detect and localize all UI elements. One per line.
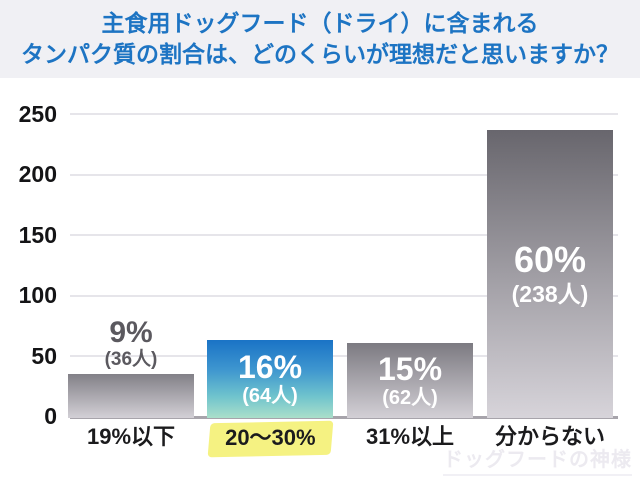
bar-percent-label: 9% [109,316,153,349]
bar-count-label: (62人) [382,386,438,409]
chart-title-line1: 主食用ドッグフード（ドライ）に含まれる [101,10,539,36]
gridline-100 [70,295,618,297]
bar-count-label: (64人) [242,385,298,407]
x-label-text: 20〜30% [224,424,316,450]
chart-title: 主食用ドッグフード（ドライ）に含まれる タンパク質の割合は、どのくらいが理想だと… [0,0,640,78]
chart-title-line2: タンパク質の割合は、どのくらいが理想だと思いますか？ [21,41,619,67]
y-tick-label: 100 [18,282,57,308]
bar-31pct-or-more: 15% (62人) [347,343,473,418]
site-watermark: ドッグフードの神様 [443,443,632,476]
y-tick-label: 250 [18,101,57,127]
y-tick-label: 150 [18,222,57,248]
bar-20-30pct: 16% (64人) [207,340,333,418]
gridline-200 [70,174,618,176]
yellow-highlight: 20〜30% [207,420,333,458]
bar-19pct-or-less [68,374,194,418]
gridline-250 [70,113,618,115]
x-label-31pct-or-more: 31%以上 [365,424,455,449]
x-label-dont-know: 分からない [494,424,605,449]
gridline-150 [70,234,618,236]
bar-percent-label: 16% [237,349,303,385]
gridline-50 [70,355,618,357]
y-tick-label: 200 [18,161,57,187]
bar-percent-label: 60% [513,239,587,280]
bar-percent-label: 15% [377,350,443,387]
bar-chart: 250 200 150 100 50 0 9% (36人) 16% (64人) … [0,78,640,480]
bar-dont-know: 60% (238人) [487,130,613,418]
bar-19pct-or-less-label: 9% (36人) [61,317,201,371]
bar-count-label: (238人) [511,281,589,307]
x-axis-line [70,416,618,419]
x-label-20-30pct-highlighted: 20〜30% [200,420,340,458]
y-tick-label: 50 [31,343,57,369]
x-label-19pct-or-less: 19%以下 [86,424,176,449]
y-tick-label: 0 [44,403,57,429]
bar-count-label: (36人) [104,349,158,370]
